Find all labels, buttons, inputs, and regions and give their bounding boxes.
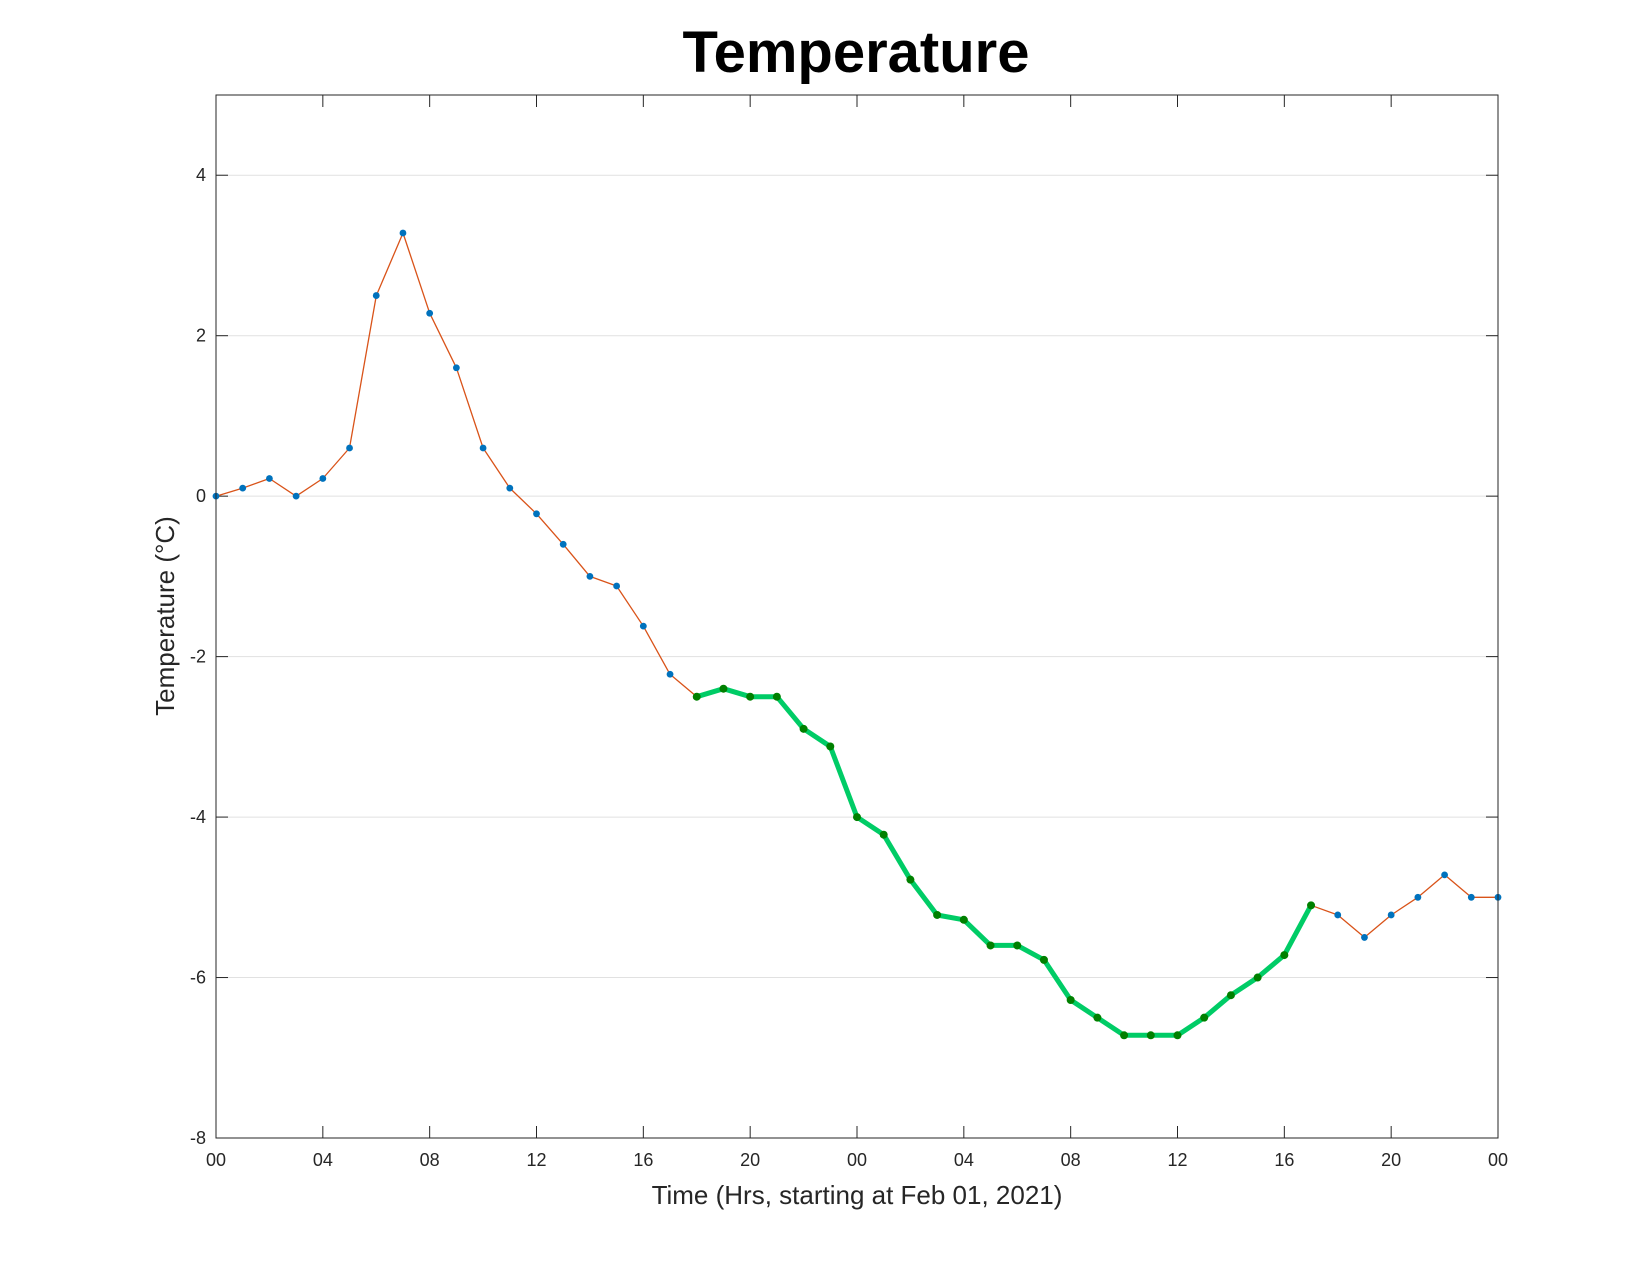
highlighted-data-point [1146,1031,1155,1040]
y-tick-label: -6 [190,968,206,988]
temperature-data-point [506,484,514,492]
plot-background [216,95,1498,1138]
x-tick-label: 00 [206,1150,226,1170]
temperature-data-point [1361,934,1368,941]
y-tick-label: -2 [190,647,206,667]
temperature-data-point [1414,893,1422,901]
plot-area [212,94,1502,1139]
x-tick-label: 20 [740,1150,760,1170]
temperature-data-point [1334,911,1342,919]
highlighted-segment-line [694,686,1314,1038]
series-layer [212,229,1502,1040]
x-tick-label: 12 [1167,1150,1187,1170]
x-tick-label: 08 [420,1150,440,1170]
highlighted-data-point [986,941,995,950]
temperature-data-point [613,582,621,590]
highlighted-data-point [1226,991,1235,1000]
temperature-data-point [1467,893,1475,901]
temperature-data-point [1387,911,1395,919]
plot-frame [215,94,1499,1139]
temperature-data-point [479,444,487,452]
temperature-data-point [586,572,594,580]
chart-title: Temperature [682,20,1029,85]
highlighted-data-point [799,724,808,733]
highlighted-data-point [906,875,915,884]
x-tick-labels: 00 04 08 12 16 20 00 04 08 12 16 20 00 [206,1150,1508,1170]
y-tick-label: 2 [196,326,206,346]
x-tick-label: 16 [1274,1150,1294,1170]
highlighted-data-point [853,813,861,822]
temperature-data-point [292,492,300,500]
y-axis-label: Temperature (°C) [150,516,180,716]
x-tick-label: 12 [526,1150,546,1170]
temperature-data-point [639,622,647,630]
temperature-data-point [452,364,460,372]
highlighted-data-point [746,692,755,701]
x-tick-label: 16 [633,1150,653,1170]
highlighted-data-point [1307,901,1316,910]
temperature-data-point [346,444,353,452]
x-tick-label: 00 [1488,1150,1508,1170]
y-tick-label: -4 [190,807,206,827]
x-tick-label: 20 [1381,1150,1401,1170]
temperature-data-point [266,475,273,482]
highlighted-data-point [1039,955,1048,964]
highlighted-data-point [959,915,968,924]
y-tick-label: 0 [196,486,206,506]
highlighted-data-point [772,692,781,701]
temperature-data-point [426,309,434,317]
y-tick-labels: -8 -6 -4 -2 0 2 4 [190,165,206,1148]
highlighted-data-point [1066,996,1075,1005]
temperature-data-point [533,510,540,518]
x-tick-label: 08 [1061,1150,1081,1170]
temperature-data-point [372,292,380,299]
highlighted-data-point [692,692,701,701]
temperature-data-point [399,229,407,237]
highlighted-data-point [1120,1031,1129,1040]
x-tick-label: 00 [847,1150,867,1170]
y-tick-label: 4 [196,165,206,185]
temperature-data-point [239,484,247,492]
highlighted-data-point [1280,951,1289,960]
temperature-data-point [666,670,674,678]
temperature-data-point [559,540,567,548]
y-tick-label: -8 [190,1128,206,1148]
highlighted-data-point [826,742,835,751]
highlighted-data-point [1173,1031,1182,1040]
x-axis-label: Time (Hrs, starting at Feb 01, 2021) [652,1180,1063,1210]
highlighted-data-point [1093,1013,1102,1022]
x-tick-label: 04 [954,1150,974,1170]
temperature-data-point [319,475,327,482]
highlighted-data-point [879,830,888,839]
x-tick-label: 04 [313,1150,333,1170]
highlighted-data-point [933,910,942,919]
highlighted-data-point [1200,1013,1209,1022]
highlighted-data-point [1013,941,1022,950]
highlighted-data-point [1253,973,1262,982]
highlighted-data-point [719,684,728,693]
temperature-data-point [1441,871,1448,879]
